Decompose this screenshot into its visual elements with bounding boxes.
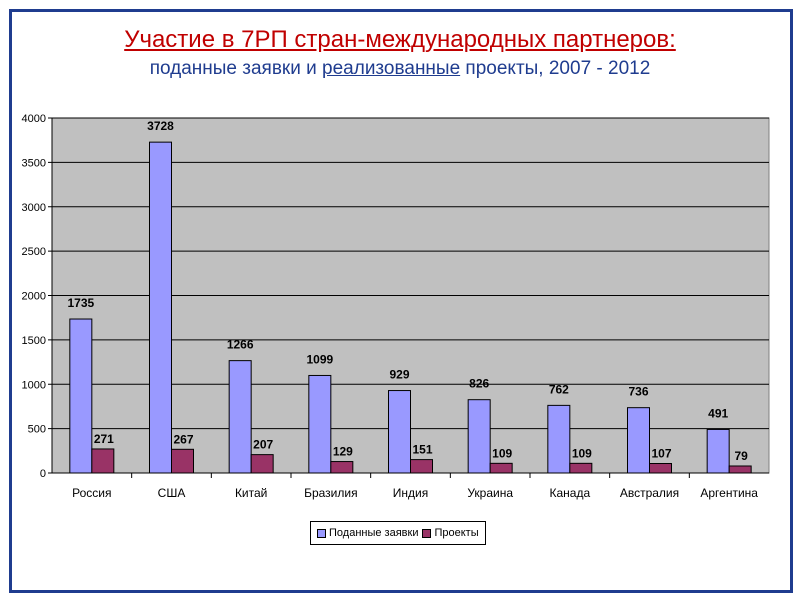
y-tick-label: 1000 <box>22 379 46 391</box>
bar-projects <box>489 462 513 474</box>
bar-applications <box>627 407 650 474</box>
chart-title: Участие в 7РП стран-международных партне… <box>124 26 676 53</box>
data-label-projects: 109 <box>492 446 512 460</box>
y-tick-label: 0 <box>40 468 46 480</box>
x-tick-label: Китай <box>235 486 267 500</box>
bar-applications <box>467 399 491 474</box>
x-tick-label: Украина <box>467 486 513 500</box>
legend-label-projects: Проекты <box>434 527 479 539</box>
data-label-applications: 736 <box>628 385 648 399</box>
y-tick-label: 3500 <box>22 157 46 169</box>
data-label-applications: 1266 <box>227 338 254 352</box>
data-label-applications: 491 <box>708 406 728 420</box>
y-tick-label: 2500 <box>22 246 46 258</box>
chart-subtitle: поданные заявки и реализованные проекты,… <box>0 58 800 80</box>
data-label-applications: 762 <box>549 382 569 396</box>
y-tick-label: 2000 <box>22 291 46 303</box>
data-label-projects: 151 <box>412 443 432 457</box>
bar-projects <box>330 461 354 474</box>
bar-applications <box>228 360 252 474</box>
bar-projects <box>250 454 274 474</box>
bar-applications <box>308 374 332 474</box>
data-label-applications: 929 <box>389 368 409 382</box>
y-tick-label: 1500 <box>22 335 46 347</box>
legend-swatch-applications <box>317 528 326 538</box>
y-tick-label: 4000 <box>22 113 46 125</box>
x-tick-label: Индия <box>393 486 428 500</box>
data-label-projects: 109 <box>572 446 592 460</box>
bar-applications <box>149 141 172 474</box>
subtitle-part-2: реализованные <box>322 58 461 79</box>
legend-item-projects: Проекты <box>422 527 479 539</box>
bar-applications <box>69 318 93 474</box>
x-tick-label: Аргентина <box>700 486 758 500</box>
data-label-applications: 1735 <box>67 296 94 310</box>
bar-projects <box>91 448 115 474</box>
data-label-projects: 207 <box>253 438 273 452</box>
x-tick-label: США <box>158 486 186 500</box>
legend-item-applications: Поданные заявки <box>317 527 418 539</box>
data-label-projects: 271 <box>94 432 114 446</box>
data-label-projects: 129 <box>333 445 353 459</box>
data-label-applications: 1099 <box>306 352 333 366</box>
y-tick-label: 3000 <box>22 202 46 214</box>
bar-projects <box>410 459 433 474</box>
data-label-projects: 267 <box>173 432 193 446</box>
x-tick-label: Канада <box>550 486 591 500</box>
y-tick-label: 500 <box>28 424 46 436</box>
bar-applications <box>706 428 730 474</box>
bar-projects <box>569 462 593 474</box>
subtitle-part-3: проекты, 2007 - 2012 <box>460 58 651 79</box>
data-label-projects: 79 <box>734 449 748 463</box>
x-tick-label: Бразилия <box>304 486 358 500</box>
data-label-projects: 107 <box>651 447 671 461</box>
chart-legend: Поданные заявки Проекты <box>310 521 486 545</box>
data-label-applications: 826 <box>469 377 489 391</box>
bar-projects <box>649 463 672 474</box>
legend-label-applications: Поданные заявки <box>329 527 419 539</box>
bar-applications <box>547 404 571 474</box>
bar-applications <box>388 390 411 474</box>
bar-projects <box>728 465 752 474</box>
legend-swatch-projects <box>422 528 432 538</box>
data-label-applications: 3728 <box>147 119 174 133</box>
x-tick-label: Австралия <box>620 486 679 500</box>
x-tick-label: Россия <box>72 486 111 500</box>
bar-projects <box>171 448 194 474</box>
subtitle-part-1: поданные заявки и <box>149 58 323 79</box>
